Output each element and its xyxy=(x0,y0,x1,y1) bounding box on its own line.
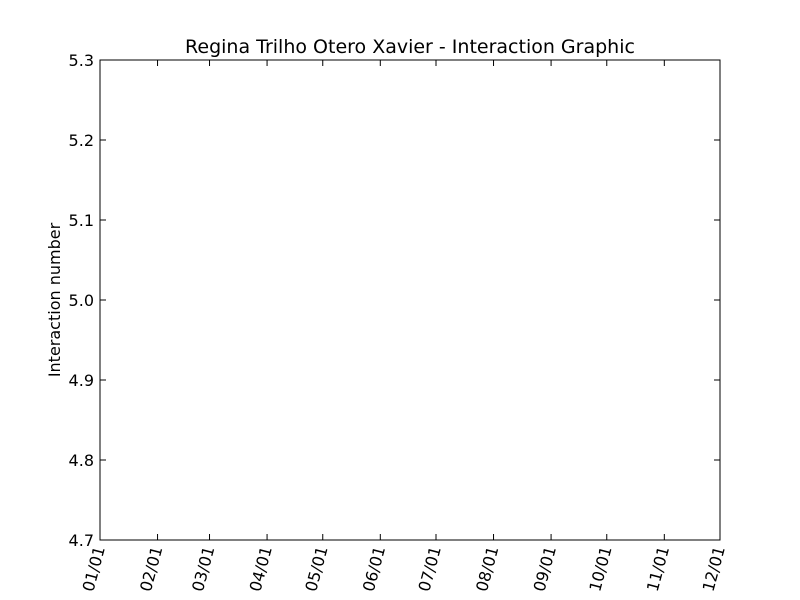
y-axis-label: Interaction number xyxy=(45,222,64,377)
x-tick-label: 04/01 xyxy=(246,544,276,593)
y-tick-label: 5.3 xyxy=(69,51,94,70)
x-tick-label: 10/01 xyxy=(585,544,615,593)
chart-title: Regina Trilho Otero Xavier - Interaction… xyxy=(185,36,635,58)
x-tick-label: 08/01 xyxy=(472,544,502,593)
x-tick-label: 01/01 xyxy=(79,544,109,593)
x-tick-label: 06/01 xyxy=(359,544,389,593)
x-tick-label: 02/01 xyxy=(136,544,166,593)
x-tick-label: 11/01 xyxy=(643,544,673,593)
x-tick-label: 12/01 xyxy=(699,544,729,593)
plot-area xyxy=(99,59,721,541)
x-tick-label: 05/01 xyxy=(301,544,331,593)
x-tick-label: 07/01 xyxy=(415,544,445,593)
y-axis-ticks: 4.7 4.8 4.9 5.0 5.1 5.2 5.3 xyxy=(69,51,720,550)
y-tick-label: 5.0 xyxy=(69,291,94,310)
y-tick-label: 4.7 xyxy=(69,531,94,550)
y-tick-label: 4.8 xyxy=(69,451,94,470)
y-tick-label: 5.1 xyxy=(69,211,94,230)
y-tick-label: 5.2 xyxy=(69,131,94,150)
y-tick-label: 4.9 xyxy=(69,371,94,390)
x-tick-label: 09/01 xyxy=(530,544,560,593)
x-tick-label: 03/01 xyxy=(188,544,218,593)
